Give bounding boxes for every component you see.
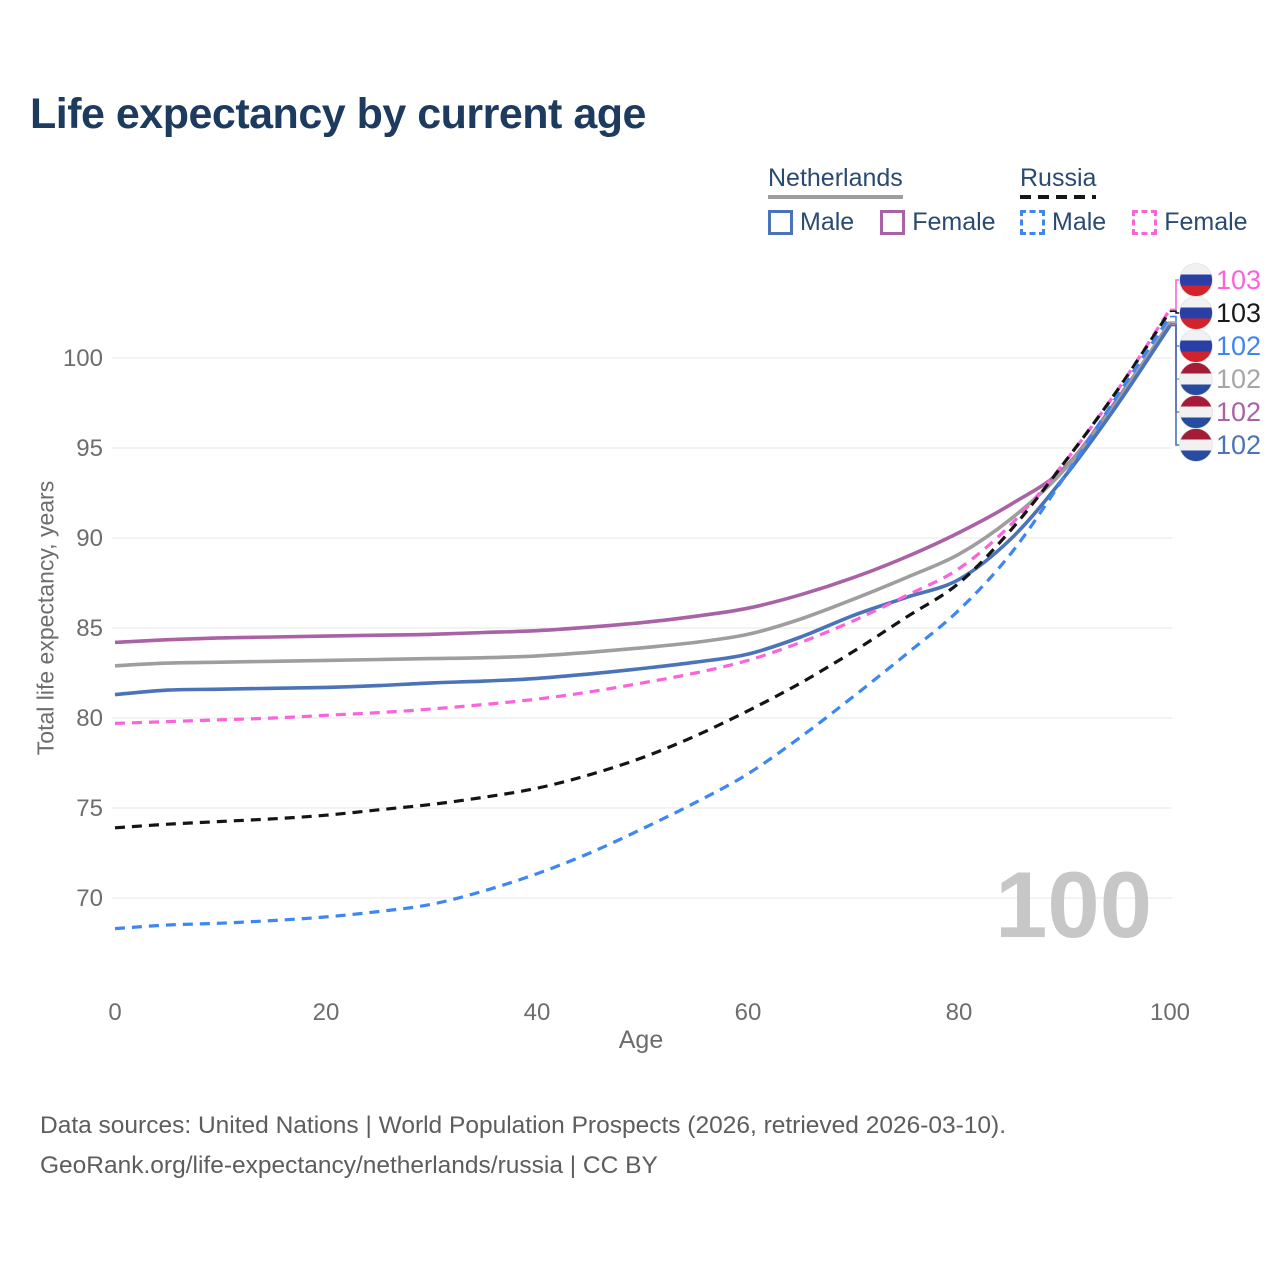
y-tick-100: 100 <box>63 345 103 372</box>
x-tick-0: 0 <box>108 999 121 1026</box>
end-value-label-nl-male: 102 <box>1216 430 1261 460</box>
end-label-leader-ru-all <box>1170 310 1182 314</box>
russia-male-swatch <box>1020 210 1045 235</box>
legend-group-netherlands: Netherlands Male Female <box>768 164 996 237</box>
footer-data-sources: Data sources: United Nations | World Pop… <box>40 1112 1007 1139</box>
legend-country-netherlands[interactable]: Netherlands <box>768 164 903 199</box>
netherlands-flag-icon <box>1179 362 1213 396</box>
legend-item-netherlands-female[interactable]: Female <box>880 208 996 237</box>
netherlands-female-swatch <box>880 210 906 235</box>
x-tick-100: 100 <box>1150 999 1190 1026</box>
russia-flag-icon <box>1179 329 1213 363</box>
y-tick-70: 70 <box>76 885 103 912</box>
x-tick-60: 60 <box>735 999 762 1026</box>
end-value-label-ru-male: 102 <box>1216 331 1261 361</box>
end-value-label-ru-all: 103 <box>1216 298 1261 328</box>
hover-age-watermark: 100 <box>995 852 1152 957</box>
series-line-ru-female <box>114 308 1172 725</box>
legend-item-label: Female <box>1164 208 1248 236</box>
legend-items-russia: Male Female <box>1020 208 1248 237</box>
end-label-leader-ru-female <box>1170 279 1182 311</box>
legend-item-netherlands-male[interactable]: Male <box>768 208 854 237</box>
russia-flag-icon <box>1179 296 1213 330</box>
netherlands-flag-icon <box>1179 395 1213 429</box>
end-value-label-ru-female: 103 <box>1216 265 1261 295</box>
legend-item-russia-male[interactable]: Male <box>1020 208 1106 237</box>
legend-group-russia: Russia Male Female <box>1020 164 1248 237</box>
y-tick-85: 85 <box>76 615 103 642</box>
y-tick-90: 90 <box>76 525 103 552</box>
legend-items-netherlands: Male Female <box>768 208 996 237</box>
x-axis-title: Age <box>618 1026 664 1054</box>
legend-country-russia[interactable]: Russia <box>1020 164 1097 199</box>
footer: Data sources: United Nations | World Pop… <box>40 1106 1006 1186</box>
series-line-ru-male <box>114 315 1172 931</box>
series-line-nl-male <box>114 324 1172 697</box>
y-tick-75: 75 <box>76 795 103 822</box>
x-tick-20: 20 <box>313 999 340 1026</box>
y-tick-95: 95 <box>76 435 103 462</box>
page-title: Life expectancy by current age <box>30 90 646 138</box>
footer-attribution: GeoRank.org/life-expectancy/netherlands/… <box>40 1152 658 1179</box>
end-value-label-nl-all: 102 <box>1216 364 1261 394</box>
y-tick-80: 80 <box>76 705 103 732</box>
legend-item-label: Male <box>800 208 855 236</box>
legend-item-russia-female[interactable]: Female <box>1132 208 1248 237</box>
russia-line-swatch <box>1020 195 1097 199</box>
legend-item-label: Male <box>1052 208 1107 236</box>
x-tick-80: 80 <box>946 999 973 1026</box>
series-line-ru-all <box>114 310 1172 830</box>
netherlands-flag-icon <box>1179 428 1213 462</box>
netherlands-male-swatch <box>768 210 793 235</box>
legend-item-label: Female <box>912 208 996 236</box>
series-line-nl-female <box>114 322 1172 645</box>
legend-country-netherlands-label: Netherlands <box>768 164 903 192</box>
y-axis-title: Total life expectancy, years <box>32 480 59 756</box>
legend-country-russia-label: Russia <box>1020 164 1097 192</box>
netherlands-line-swatch <box>768 195 903 199</box>
series-line-nl-all <box>114 321 1172 668</box>
x-tick-40: 40 <box>524 999 551 1026</box>
russia-female-swatch <box>1132 210 1158 235</box>
russia-flag-icon <box>1179 263 1213 297</box>
flag-ring <box>1179 428 1213 462</box>
end-label-leader-nl-male <box>1170 324 1182 446</box>
end-value-label-nl-female: 102 <box>1216 397 1261 427</box>
